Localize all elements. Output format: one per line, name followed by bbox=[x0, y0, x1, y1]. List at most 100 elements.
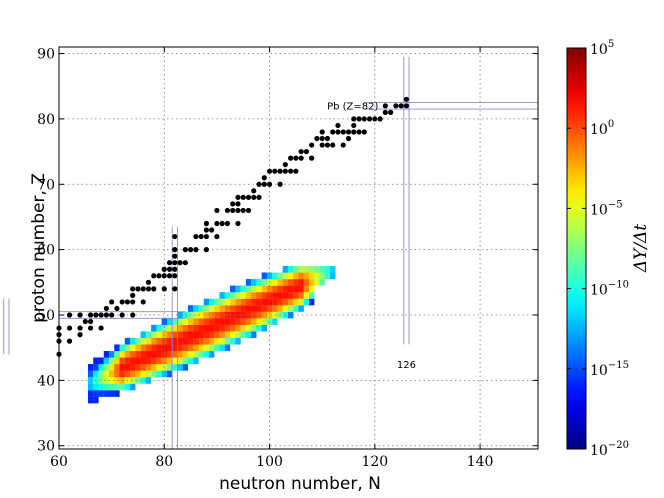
heatmap-cell bbox=[166, 344, 173, 352]
heatmap-cell bbox=[182, 344, 189, 352]
heatmap-cell bbox=[124, 383, 131, 391]
heatmap-cell bbox=[324, 272, 331, 280]
heatmap-cell bbox=[261, 318, 268, 325]
heatmap-layer bbox=[87, 265, 336, 404]
heatmap-cell bbox=[293, 285, 299, 293]
stable-isotope-point bbox=[319, 129, 325, 135]
heatmap-cell bbox=[277, 285, 283, 293]
heatmap-cell bbox=[177, 318, 183, 325]
heatmap-cell bbox=[130, 357, 136, 365]
heatmap-cell bbox=[135, 344, 141, 352]
axes: 60 80 100 120 140 30 40 50 60 70 80 90 bbox=[37, 46, 539, 470]
heatmap-cell bbox=[198, 350, 204, 358]
heatmap-cell bbox=[114, 344, 120, 352]
colorbar-tick-label: 10−15 bbox=[590, 360, 629, 379]
stable-isotope-point bbox=[251, 188, 257, 194]
heatmap-cell bbox=[235, 292, 241, 299]
stable-isotope-point bbox=[235, 220, 241, 227]
y-tick-label: 30 bbox=[37, 439, 55, 455]
heatmap-cell bbox=[130, 350, 136, 358]
heatmap-cell bbox=[214, 344, 220, 352]
heatmap-cell bbox=[219, 292, 225, 299]
heatmap-cell bbox=[182, 350, 189, 358]
stable-isotope-point bbox=[98, 312, 104, 318]
stable-isotope-point bbox=[172, 273, 178, 279]
x-tick-label: 120 bbox=[361, 454, 388, 470]
heatmap-cell bbox=[103, 383, 110, 391]
annotation-126: 126 bbox=[397, 360, 416, 371]
heatmap-cell bbox=[172, 324, 178, 332]
heatmap-cell bbox=[272, 305, 278, 312]
heatmap-cell bbox=[240, 305, 246, 312]
heatmap-cell bbox=[240, 318, 246, 325]
stable-isotope-point bbox=[303, 148, 309, 155]
stable-isotope-point bbox=[261, 175, 267, 181]
heatmap-cell bbox=[119, 344, 125, 352]
heatmap-cell bbox=[230, 311, 236, 319]
stable-isotope-point bbox=[293, 155, 299, 161]
heatmap-cell bbox=[261, 298, 268, 306]
heatmap-cell bbox=[203, 318, 210, 325]
heatmap-cell bbox=[245, 292, 252, 299]
heatmap-cell bbox=[287, 272, 294, 280]
stable-isotope-point bbox=[324, 135, 331, 142]
stable-isotope-point bbox=[293, 168, 299, 174]
x-tick-label: 60 bbox=[50, 454, 68, 470]
stable-isotope-point bbox=[172, 260, 178, 266]
heatmap-cell bbox=[172, 364, 178, 371]
heatmap-cell bbox=[161, 331, 168, 339]
heatmap-cell bbox=[224, 305, 231, 312]
heatmap-cell bbox=[251, 324, 257, 332]
heatmap-cell bbox=[87, 390, 94, 397]
heatmap-cell bbox=[161, 370, 168, 378]
heatmap-cell bbox=[187, 305, 194, 312]
heatmap-cell bbox=[166, 364, 173, 371]
stable-isotope-point bbox=[198, 233, 204, 240]
heatmap-cell bbox=[309, 279, 315, 286]
heatmap-cell bbox=[130, 364, 136, 371]
heatmap-cell bbox=[309, 298, 315, 306]
heatmap-cell bbox=[145, 357, 152, 365]
stable-isotope-point bbox=[130, 312, 136, 318]
heatmap-cell bbox=[193, 337, 199, 345]
heatmap-cell bbox=[198, 331, 204, 339]
heatmap-cell bbox=[230, 298, 236, 306]
stable-isotope-point bbox=[351, 122, 357, 129]
heatmap-cell bbox=[98, 370, 104, 378]
y-tick-label: 40 bbox=[37, 373, 55, 389]
heatmap-cell bbox=[161, 344, 168, 352]
heatmap-cell bbox=[282, 285, 289, 293]
heatmap-cell bbox=[203, 324, 210, 332]
stable-isotope-point bbox=[66, 312, 73, 318]
heatmap-cell bbox=[230, 305, 236, 312]
heatmap-cell bbox=[187, 344, 194, 352]
heatmap-cell bbox=[161, 357, 168, 365]
heatmap-cell bbox=[98, 364, 104, 371]
heatmap-cell bbox=[98, 357, 104, 365]
heatmap-cell bbox=[135, 364, 141, 371]
heatmap-cell bbox=[93, 364, 99, 371]
heatmap-cell bbox=[240, 311, 246, 319]
heatmap-cell bbox=[230, 331, 236, 339]
stable-isotope-point bbox=[145, 286, 152, 292]
heatmap-cell bbox=[272, 285, 278, 293]
heatmap-cell bbox=[214, 337, 220, 345]
heatmap-cell bbox=[166, 357, 173, 365]
heatmap-cell bbox=[140, 357, 146, 365]
heatmap-cell bbox=[214, 305, 220, 312]
heatmap-cell bbox=[251, 298, 257, 306]
heatmap-cell bbox=[293, 272, 299, 280]
heatmap-cell bbox=[109, 383, 115, 391]
heatmap-cell bbox=[109, 350, 115, 358]
heatmap-cell bbox=[156, 324, 162, 332]
stable-isotope-point bbox=[66, 338, 73, 344]
stable-isotope-point bbox=[77, 312, 83, 318]
stable-isotope-point bbox=[156, 273, 162, 279]
heatmap-cell bbox=[272, 279, 278, 286]
heatmap-cell bbox=[98, 383, 104, 391]
stable-isotope-point bbox=[282, 162, 288, 168]
heatmap-cell bbox=[135, 357, 141, 365]
heatmap-cell bbox=[135, 377, 141, 384]
stable-isotope-point bbox=[151, 286, 157, 292]
stable-isotope-point bbox=[403, 96, 410, 102]
